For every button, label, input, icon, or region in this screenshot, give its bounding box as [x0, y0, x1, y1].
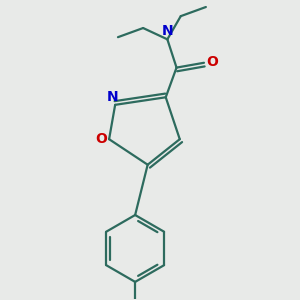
Text: O: O: [95, 132, 107, 146]
Text: N: N: [106, 90, 118, 104]
Text: O: O: [206, 55, 218, 69]
Text: N: N: [161, 24, 173, 38]
